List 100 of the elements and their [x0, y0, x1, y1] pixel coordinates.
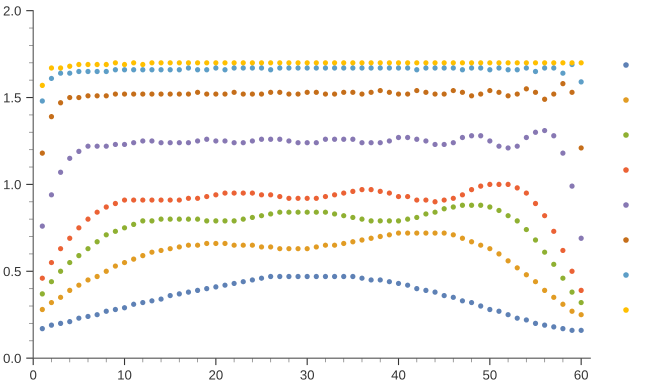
- point: [432, 91, 438, 97]
- point: [204, 91, 210, 97]
- point: [48, 192, 54, 198]
- point: [240, 65, 246, 71]
- point: [194, 90, 200, 95]
- point: [460, 298, 466, 304]
- point: [250, 138, 255, 144]
- point: [496, 308, 502, 314]
- y-tick-label: 0.0: [4, 354, 21, 364]
- point: [104, 68, 109, 74]
- point: [359, 216, 365, 222]
- point: [578, 312, 584, 318]
- point: [442, 230, 447, 236]
- point: [76, 253, 82, 258]
- point: [149, 298, 155, 304]
- point: [40, 82, 45, 88]
- point: [149, 91, 155, 97]
- point: [478, 242, 484, 248]
- point: [396, 60, 402, 66]
- point: [194, 288, 200, 293]
- point: [378, 88, 383, 94]
- point: [268, 211, 274, 217]
- point: [258, 136, 264, 142]
- point: [532, 60, 538, 66]
- point: [304, 60, 310, 66]
- point: [405, 60, 410, 66]
- point: [314, 60, 319, 66]
- point: [186, 91, 192, 97]
- point: [442, 206, 447, 212]
- point: [350, 65, 356, 71]
- point: [232, 90, 237, 95]
- point: [295, 210, 301, 215]
- point: [460, 67, 466, 72]
- point: [322, 91, 328, 97]
- point: [414, 136, 420, 142]
- point: [368, 218, 374, 224]
- point: [405, 216, 410, 222]
- point: [250, 242, 255, 248]
- point: [94, 210, 100, 215]
- point: [414, 214, 420, 220]
- point: [122, 67, 128, 72]
- point: [514, 144, 520, 149]
- point: [423, 288, 429, 293]
- point: [131, 91, 136, 97]
- point: [85, 144, 91, 149]
- point: [524, 65, 529, 71]
- point: [112, 228, 118, 234]
- point: [405, 194, 410, 200]
- point: [250, 91, 255, 97]
- point: [232, 242, 237, 248]
- point: [295, 140, 301, 146]
- point: [542, 288, 548, 293]
- point: [560, 248, 566, 254]
- point: [112, 67, 118, 72]
- point: [450, 140, 456, 146]
- point: [514, 60, 520, 66]
- point: [204, 286, 210, 292]
- point: [240, 242, 246, 248]
- point: [176, 244, 182, 250]
- point: [332, 274, 338, 280]
- point: [250, 65, 255, 71]
- point: [341, 136, 346, 142]
- point: [232, 65, 237, 71]
- point: [423, 211, 429, 217]
- x-tick-label: 50: [483, 370, 497, 380]
- point: [131, 256, 136, 262]
- point: [322, 210, 328, 215]
- point: [213, 60, 218, 66]
- point: [359, 65, 365, 71]
- point: [268, 90, 274, 95]
- point: [442, 60, 447, 66]
- point: [405, 91, 410, 97]
- point: [213, 218, 218, 224]
- point: [506, 258, 511, 264]
- point: [277, 274, 282, 280]
- point: [94, 93, 100, 98]
- point: [487, 204, 492, 210]
- point: [277, 65, 282, 71]
- point: [542, 128, 548, 134]
- point: [569, 184, 575, 189]
- point: [104, 62, 109, 68]
- point: [122, 91, 128, 97]
- point: [40, 98, 45, 104]
- point: [560, 60, 566, 66]
- point: [240, 60, 246, 66]
- point: [560, 70, 566, 76]
- point: [332, 91, 338, 97]
- point: [322, 194, 328, 200]
- point: [432, 199, 438, 204]
- point: [194, 242, 200, 248]
- point: [168, 91, 173, 97]
- point: [378, 188, 383, 194]
- point: [460, 90, 466, 95]
- point: [286, 246, 292, 252]
- point: [487, 138, 492, 144]
- point: [85, 314, 91, 320]
- point: [442, 292, 447, 298]
- point: [140, 218, 146, 224]
- point: [332, 60, 338, 66]
- point: [140, 197, 146, 203]
